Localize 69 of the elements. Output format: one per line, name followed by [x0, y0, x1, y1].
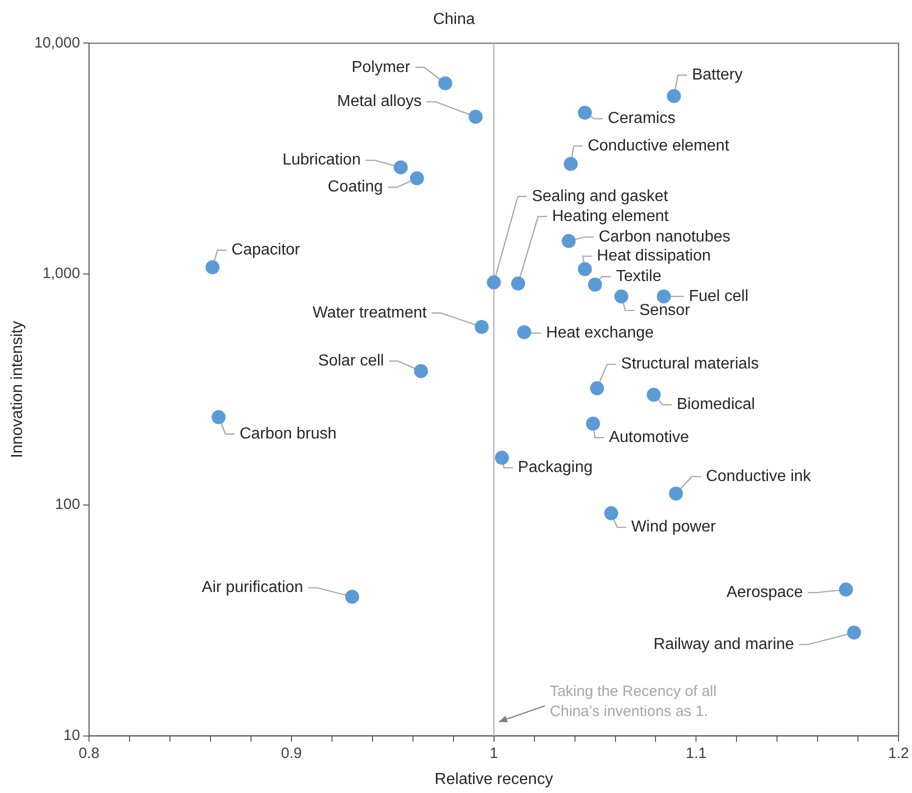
annotation: Wind power [631, 518, 716, 536]
annotation: Air purification [202, 579, 304, 596]
point [604, 506, 618, 520]
chart-title: China [433, 11, 475, 28]
y-tick-label: 10,000 [34, 34, 80, 52]
annotation: Conductive ink [706, 468, 812, 485]
point [590, 381, 604, 396]
point [656, 289, 671, 304]
point [206, 260, 220, 274]
point [212, 410, 226, 424]
y-tick-label: 10 [63, 726, 80, 744]
point [474, 320, 489, 334]
annotation: Battery [692, 66, 743, 84]
annotation: Packaging [518, 459, 593, 476]
point [668, 486, 683, 501]
x-tick-label: 0.8 [78, 744, 100, 762]
point [414, 364, 428, 378]
point [578, 106, 592, 120]
y-tick-label: 1,000 [42, 265, 80, 282]
annotation: Railway and marine [654, 636, 794, 653]
annotation: Water treatment [312, 304, 428, 322]
annotation: Biomedical [676, 396, 755, 414]
point [494, 450, 509, 465]
point [438, 76, 452, 90]
y-tick-label: 100 [55, 496, 80, 514]
annotation: Heat dissipation [596, 248, 711, 265]
x-axis-title: Relative recency [434, 770, 553, 788]
point [586, 416, 600, 431]
point [486, 275, 501, 290]
annotation: Carbon nanotubes [598, 228, 730, 246]
x-tick-label: 1.2 [888, 744, 910, 762]
annotation: Structural materials [621, 356, 759, 373]
annotation: Capacitor [232, 242, 301, 259]
x-tick-label: 0.9 [281, 744, 302, 762]
point [666, 89, 681, 104]
point [646, 388, 661, 402]
x-tick-label: 1.1 [686, 744, 707, 762]
point [838, 582, 853, 597]
point [410, 171, 424, 186]
annotation: Heating element [552, 208, 670, 225]
point [588, 278, 602, 292]
point [564, 156, 578, 171]
annotation: Sensor [639, 302, 691, 319]
point [345, 590, 360, 604]
point [578, 262, 592, 276]
annotation: Textile [616, 268, 662, 286]
x-tick-label: 1 [490, 744, 498, 762]
annotation: Fuel cell [688, 288, 748, 305]
annotation: Taking the Recency of all China’s inventions as 1. [550, 682, 717, 720]
annotation: Polymer [352, 58, 411, 76]
y-axis-title: Innovation intensity [9, 321, 26, 458]
point [394, 160, 408, 174]
annotation: Ceramics [608, 110, 676, 128]
point [847, 626, 862, 640]
annotation: Lubrication [282, 152, 361, 169]
annotation: Heat exchange [546, 324, 654, 342]
annotation: Aerospace [726, 584, 804, 601]
point [468, 110, 483, 124]
point [517, 325, 532, 340]
annotation: Automotive [608, 429, 690, 446]
annotation: Conductive element [588, 137, 730, 154]
annotation: Carbon brush [240, 426, 337, 443]
point [614, 289, 628, 304]
point [562, 234, 576, 248]
annotation: Coating [328, 178, 383, 196]
annotation: Sealing and gasket [532, 188, 668, 205]
annotation: Solar cell [318, 352, 384, 370]
annotation: Metal alloys [337, 93, 422, 110]
point [511, 276, 526, 291]
